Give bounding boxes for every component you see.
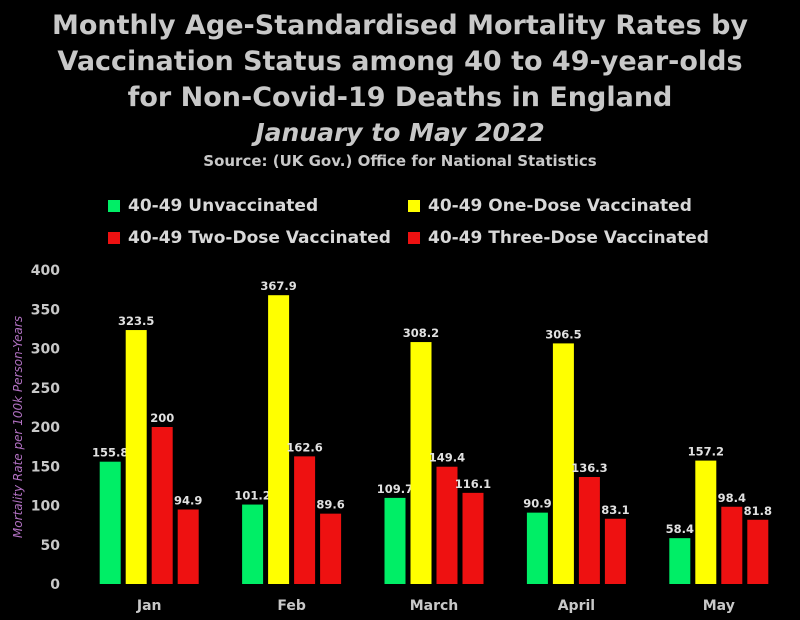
data-label: 116.1 [455, 477, 491, 491]
bar [384, 497, 406, 584]
bar [695, 460, 717, 584]
y-tick-label: 200 [31, 420, 60, 436]
data-label: 149.4 [429, 451, 465, 465]
legend: 40-49 Unvaccinated 40-49 One-Dose Vaccin… [0, 196, 800, 260]
data-label: 81.8 [744, 504, 772, 518]
data-label: 306.5 [545, 327, 581, 341]
legend-swatch-two-dose [108, 232, 120, 244]
legend-swatch-three-dose [408, 232, 420, 244]
x-tick-label: Jan [136, 598, 162, 614]
data-label: 90.9 [523, 497, 551, 511]
y-axis-label: Mortality Rate per 100k Person-Years [11, 316, 25, 538]
title-block: Monthly Age-Standardised Mortality Rates… [0, 8, 800, 171]
y-tick-label: 400 [31, 263, 60, 279]
chart-source: Source: (UK Gov.) Office for National St… [203, 152, 597, 170]
bar [462, 492, 484, 584]
legend-swatch-one-dose [408, 200, 420, 212]
data-label: 155.8 [92, 446, 128, 460]
data-label: 157.2 [688, 445, 724, 459]
bar [151, 427, 173, 584]
legend-label-two-dose: 40-49 Two-Dose Vaccinated [128, 228, 391, 248]
legend-item-unvaccinated: 40-49 Unvaccinated [108, 196, 318, 216]
legend-label-unvaccinated: 40-49 Unvaccinated [128, 196, 319, 216]
chart-subtitle: January to May 2022 [255, 118, 545, 147]
x-tick-label: Feb [277, 598, 306, 614]
chart-title: Monthly Age-Standardised Mortality Rates… [51, 10, 748, 113]
data-label: 89.6 [316, 498, 344, 512]
legend-item-two-dose: 40-49 Two-Dose Vaccinated [108, 228, 391, 248]
bar-chart: 0 50 100 150 200 250 300 350 400 Mortality Rate p… [11, 263, 772, 614]
y-tick-label: 250 [31, 381, 60, 397]
y-tick-label: 100 [31, 499, 60, 515]
y-tick-label: 50 [41, 538, 61, 554]
x-tick-label: April [558, 598, 595, 614]
data-label: 83.1 [601, 503, 629, 517]
data-label: 200 [150, 411, 174, 425]
data-label: 308.2 [403, 326, 439, 340]
bar [552, 343, 574, 584]
y-tick-label: 300 [31, 342, 60, 358]
y-tick-label: 350 [31, 302, 60, 318]
data-label: 136.3 [571, 461, 607, 475]
bar [747, 519, 769, 584]
data-label: 162.6 [286, 440, 322, 454]
bar [410, 342, 432, 584]
bar [578, 477, 600, 584]
legend-swatch-unvaccinated [108, 200, 120, 212]
legend-item-three-dose: 40-49 Three-Dose Vaccinated [408, 228, 709, 248]
data-label: 109.7 [377, 482, 413, 496]
y-tick-label: 0 [50, 577, 60, 593]
bar [99, 461, 121, 584]
bar [125, 330, 147, 584]
y-tick-label: 150 [31, 459, 60, 475]
data-label: 94.9 [174, 494, 202, 508]
bar [294, 456, 316, 584]
bar [526, 512, 548, 584]
bar [268, 295, 290, 584]
data-label: 101.2 [234, 489, 270, 503]
legend-item-one-dose: 40-49 One-Dose Vaccinated [408, 196, 692, 216]
bar [669, 538, 691, 584]
x-tick-label: March [410, 598, 459, 614]
bar [320, 513, 342, 584]
data-label: 58.4 [666, 522, 694, 536]
data-label: 323.5 [118, 314, 154, 328]
x-tick-label: May [703, 598, 735, 614]
legend-label-three-dose: 40-49 Three-Dose Vaccinated [428, 228, 709, 248]
bar [604, 518, 626, 584]
bar [242, 504, 264, 584]
bar [721, 506, 743, 584]
data-label: 98.4 [718, 491, 746, 505]
bar [436, 466, 458, 584]
legend-label-one-dose: 40-49 One-Dose Vaccinated [428, 196, 692, 216]
data-label: 367.9 [260, 279, 296, 293]
bar [177, 509, 199, 584]
